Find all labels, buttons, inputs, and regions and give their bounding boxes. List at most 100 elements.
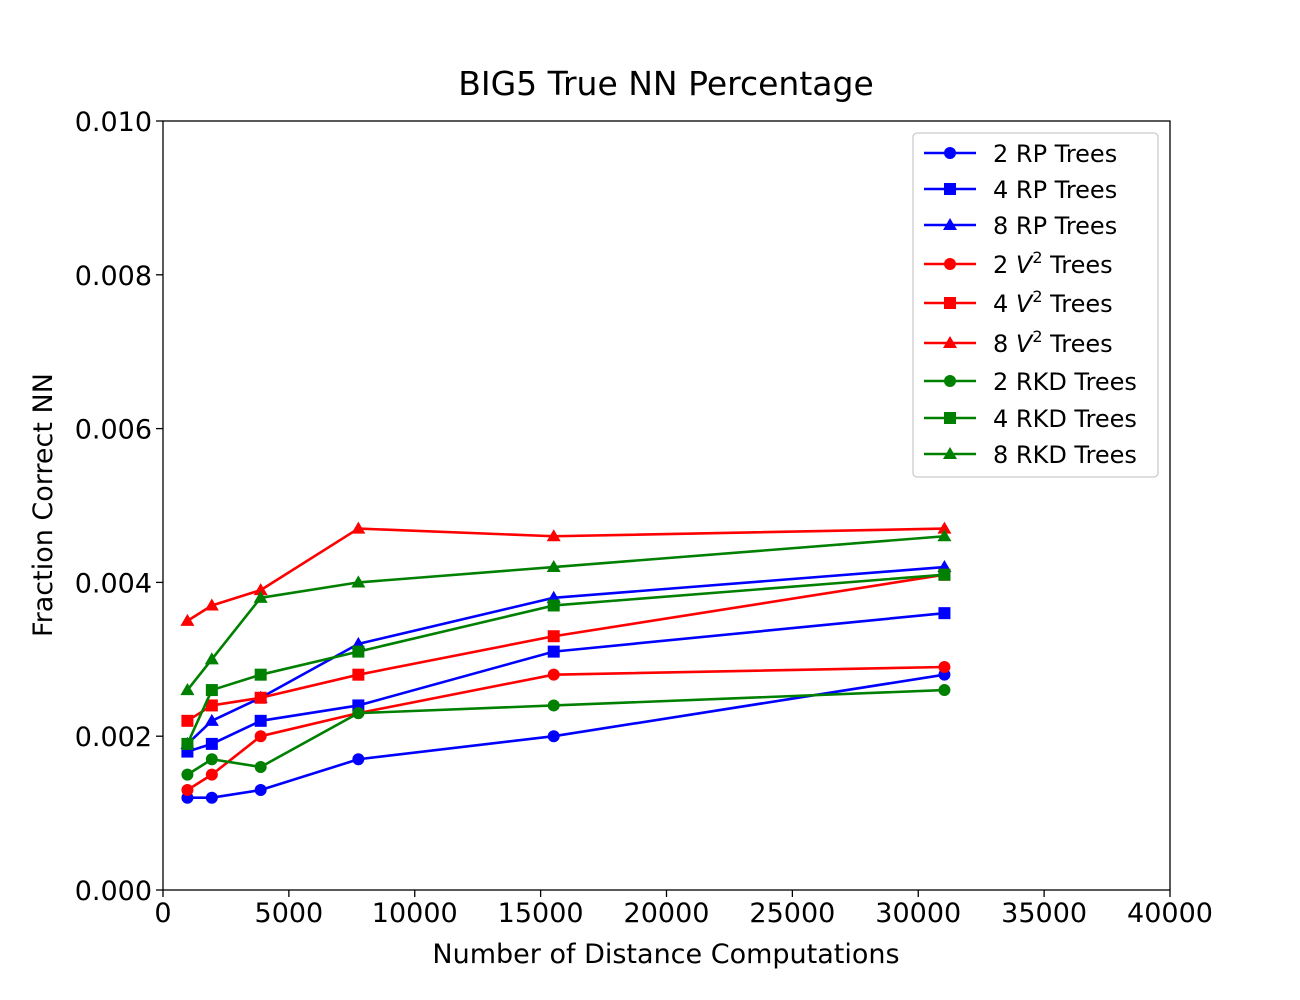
data-point	[938, 660, 951, 673]
legend-marker	[943, 336, 957, 349]
data-point	[352, 707, 365, 720]
data-point	[937, 521, 952, 534]
x-tick-label: 20000	[624, 898, 710, 929]
data-point	[546, 560, 561, 573]
data-point	[547, 730, 560, 743]
series-3	[180, 560, 952, 749]
data-point	[547, 599, 560, 612]
x-tick-label: 25000	[749, 898, 835, 929]
data-point	[547, 668, 560, 681]
legend-box	[912, 132, 1159, 478]
data-point	[352, 753, 365, 766]
axes: 0 5000 10000 15000 20000 25000 30000 35000 40000…	[75, 107, 1213, 929]
data-point	[254, 714, 267, 727]
data-point	[181, 737, 194, 750]
data-point	[204, 652, 219, 665]
legend-entry: 2 RKD Trees	[924, 368, 1137, 396]
data-point	[253, 583, 268, 596]
legend-marker	[944, 183, 956, 195]
y-tick-label: 0.006	[75, 415, 152, 446]
data-point	[180, 683, 195, 696]
data-point	[205, 768, 218, 781]
chart-title: BIG5 True NN Percentage	[458, 64, 874, 103]
legend-label: 2 RKD Trees	[993, 368, 1137, 396]
legend-label: 8 RKD Trees	[993, 441, 1137, 469]
legend-entry: 2 V2 Trees	[924, 248, 1113, 279]
data-point	[181, 784, 194, 797]
data-point	[205, 737, 218, 750]
data-point	[205, 791, 218, 804]
plot-area	[180, 521, 952, 804]
data-point	[351, 575, 366, 588]
data-point	[204, 713, 219, 726]
series-line	[186, 665, 945, 792]
legend-entry: 4 V2 Trees	[924, 287, 1113, 318]
data-point	[352, 645, 365, 658]
series-8	[181, 568, 951, 750]
series-line	[186, 573, 945, 745]
data-point	[254, 691, 267, 704]
data-point	[254, 760, 267, 773]
legend-label: 4 RP Trees	[993, 176, 1117, 204]
data-point	[351, 521, 366, 534]
legend-entry: 8 RP Trees	[924, 212, 1117, 240]
data-point	[938, 684, 951, 697]
legend-label: 4 V2 Trees	[993, 287, 1113, 318]
data-point	[938, 568, 951, 581]
x-tick-label: 5000	[255, 898, 324, 929]
data-point	[253, 590, 268, 603]
legend-marker	[944, 258, 956, 270]
data-point	[254, 784, 267, 797]
legend-label: 8 V2 Trees	[993, 327, 1113, 358]
series-9	[180, 529, 952, 696]
legend-label: 2 RP Trees	[993, 140, 1117, 168]
data-point	[352, 668, 365, 681]
legend-entry: 8 V2 Trees	[924, 327, 1113, 358]
data-point	[204, 598, 219, 611]
y-tick-label: 0.008	[75, 261, 152, 292]
series-4	[181, 660, 951, 797]
x-tick-label: 35000	[1001, 898, 1087, 929]
y-axis-label: Fraction Correct NN	[28, 373, 59, 637]
series-6	[180, 521, 952, 626]
x-tick-label: 30000	[875, 898, 961, 929]
x-axis-label: Number of Distance Computations	[432, 939, 899, 970]
x-tick-label: 0	[154, 898, 171, 929]
data-point	[547, 699, 560, 712]
legend-marker	[944, 412, 956, 424]
legend: 2 RP Trees 4 RP Trees 8 RP Trees 2 V2 Trees…	[912, 132, 1159, 478]
legend-marker	[944, 375, 956, 387]
data-point	[547, 630, 560, 643]
series-line	[186, 688, 945, 776]
data-point	[938, 607, 951, 620]
data-point	[547, 645, 560, 658]
data-point	[937, 529, 952, 542]
data-point	[205, 684, 218, 697]
legend-label: 4 RKD Trees	[993, 405, 1137, 433]
data-point	[205, 753, 218, 766]
y-tick-label: 0.002	[75, 722, 152, 753]
series-7	[181, 684, 951, 781]
x-tick-label: 15000	[498, 898, 584, 929]
data-point	[254, 668, 267, 681]
data-point	[181, 768, 194, 781]
series-line	[187, 673, 945, 800]
legend-marker	[944, 297, 956, 309]
legend-marker	[943, 447, 957, 460]
legend-marker	[944, 147, 956, 159]
data-point	[254, 730, 267, 743]
legend-entry: 4 RKD Trees	[924, 405, 1137, 433]
legend-marker	[943, 218, 957, 231]
y-tick-label: 0.000	[75, 876, 152, 907]
legend-label: 2 V2 Trees	[993, 248, 1113, 279]
data-point	[205, 699, 218, 712]
data-point	[181, 714, 194, 727]
y-tick-label: 0.010	[75, 107, 152, 138]
x-tick-label: 40000	[1127, 898, 1213, 929]
y-tick-label: 0.004	[75, 568, 152, 599]
data-point	[180, 613, 195, 626]
data-point	[546, 529, 561, 542]
legend-entry: 8 RKD Trees	[924, 441, 1137, 469]
series-line	[186, 534, 945, 691]
